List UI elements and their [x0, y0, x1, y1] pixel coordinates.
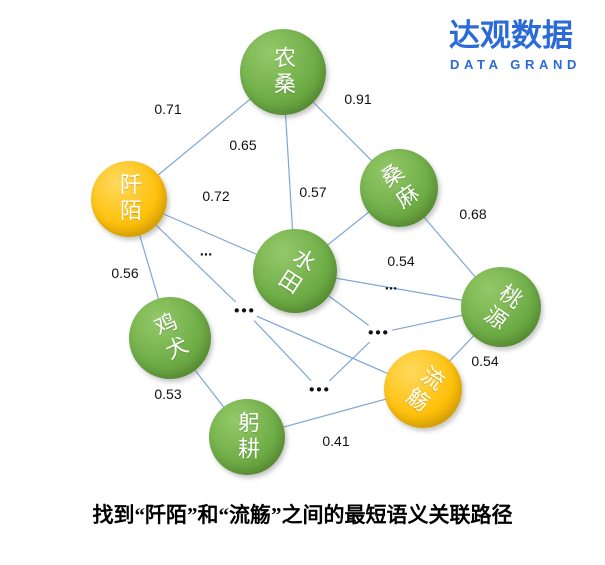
graph-edge-d1-d3 [244, 310, 321, 391]
node-label: 水田 [270, 242, 321, 300]
datagrand-logo: 达观数据 DATA GRAND [449, 20, 599, 72]
omitted-node-ellipsis: ••• [368, 324, 390, 342]
logo-cn-text: 达观数据 [449, 18, 573, 53]
omitted-node-ellipsis: ••• [309, 381, 331, 399]
edge-weight-label: 0.41 [322, 433, 350, 449]
omitted-edge-ellipsis: ... [384, 276, 398, 294]
edge-weight-label: 0.57 [299, 184, 327, 200]
edge-weight-label: 0.56 [111, 265, 139, 281]
edge-weight-label: 0.53 [154, 386, 182, 402]
logo-en-text: DATA GRAND [450, 57, 581, 72]
omitted-node-ellipsis: ••• [234, 302, 256, 320]
node-label: 鸡犬 [148, 308, 193, 367]
edge-weight-label: 0.54 [471, 353, 499, 369]
omitted-node-halo [366, 320, 392, 346]
node-label: 流觞 [398, 360, 449, 418]
graph-node-liushang: 流觞 [384, 350, 462, 428]
node-label: 阡陌 [117, 173, 142, 225]
graph-node-jiquan: 鸡犬 [129, 297, 211, 379]
edge-weight-label: 0.65 [229, 137, 257, 153]
edge-weight-label: 0.71 [154, 101, 182, 117]
node-label: 农桑 [271, 46, 296, 98]
graph-node-taoyuan: 桃源 [461, 267, 541, 347]
graph-node-sangma: 桑麻 [360, 149, 438, 227]
edge-weight-label: 0.91 [344, 91, 372, 107]
graph-node-shuitian: 水田 [253, 229, 337, 313]
omitted-node-halo [232, 298, 258, 324]
caption-text: 找到“阡陌”和“流觞”之间的最短语义关联路径 [92, 503, 513, 527]
graph-node-gonggeng: 躬耕 [209, 399, 285, 475]
node-label: 桑麻 [374, 159, 425, 217]
edge-weight-label: 0.54 [387, 253, 415, 269]
omitted-node-halo [307, 377, 333, 403]
graph-node-qianmo: 阡陌 [91, 161, 167, 237]
graph-node-nongsang: 农桑 [240, 29, 326, 115]
edge-weight-label: 0.68 [459, 206, 487, 222]
graph-edge-d3-d2 [319, 332, 380, 391]
edge-weight-label: 0.72 [202, 188, 230, 204]
node-label: 桃源 [476, 278, 527, 336]
omitted-edge-ellipsis: ... [199, 242, 213, 260]
node-label: 躬耕 [235, 411, 260, 463]
